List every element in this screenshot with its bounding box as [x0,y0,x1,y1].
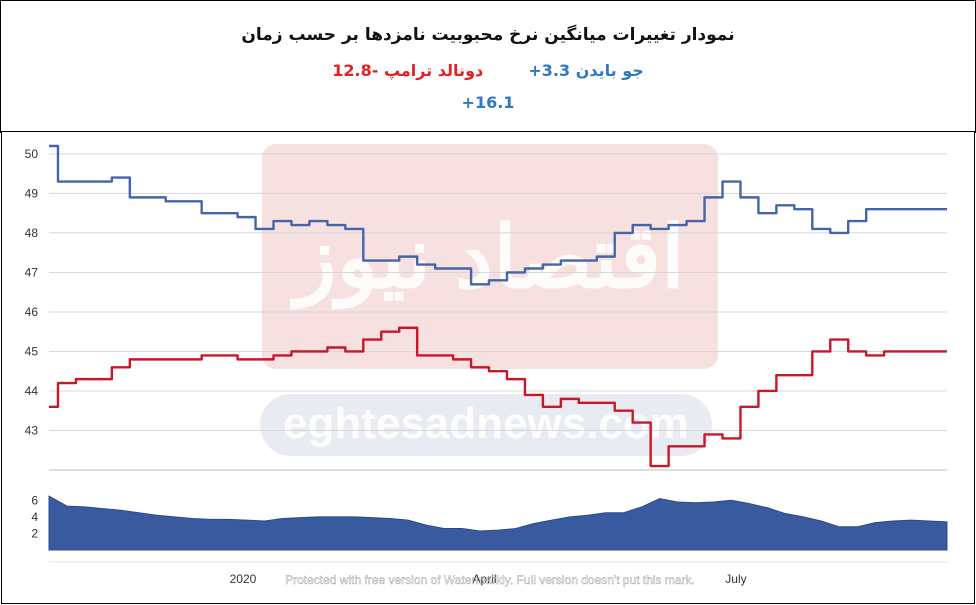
area-y-tick-label-2: 2 [31,526,38,540]
chart-area: اقتصاد نیوز eghtesadnews.com 43 44 45 46 47 4… [1,132,975,604]
watermark-site-text: eghtesadnews.com [283,399,689,448]
trump-line [49,326,947,468]
x-tick-label-april: April [473,572,497,586]
trump-legend: دونالد ترامپ -12.8 [332,61,483,80]
biden-label: جو بایدن [575,61,644,80]
biden-change: 3.3+ [528,61,571,80]
chart-title: نمودار تغییرات میانگین نرخ محبوبیت نامزد… [241,25,735,45]
difference-value: +16.1 [461,93,515,112]
watermark-site-box [260,394,712,456]
area-y-tick-label-6: 6 [31,493,38,507]
y-tick-label-47: 47 [25,265,39,279]
y-tick-label-44: 44 [25,384,39,398]
watermark-logo-box [262,144,718,369]
y-tick-label-45: 45 [25,344,39,358]
y-tick-label-46: 46 [25,305,39,319]
y-tick-label-49: 49 [25,186,39,200]
area-y-tick-label-4: 4 [31,510,38,524]
trump-label: دونالد ترامپ [383,61,484,80]
watermark-notice: Protected with free version of Watermark… [285,573,695,587]
watermark-logo-text: اقتصاد نیوز [290,210,685,310]
x-tick-label-july: July [725,572,746,586]
chart-svg: اقتصاد نیوز eghtesadnews.com 43444546474… [25,144,948,587]
y-tick-label-48: 48 [25,226,39,240]
watermark: اقتصاد نیوز eghtesadnews.com [260,144,718,456]
difference-area [48,495,948,551]
y-tick-label-43: 43 [25,423,39,437]
y-tick-label-50: 50 [25,147,39,161]
trump-change: -12.8 [332,61,379,80]
legend-line: جو بایدن 3.3+ دونالد ترامپ -12.8 [1,61,975,80]
biden-line [49,144,947,286]
biden-legend: جو بایدن 3.3+ [523,61,644,80]
chart-header: نمودار تغییرات میانگین نرخ محبوبیت نامزد… [0,0,976,133]
x-tick-label-2020: 2020 [230,572,257,586]
